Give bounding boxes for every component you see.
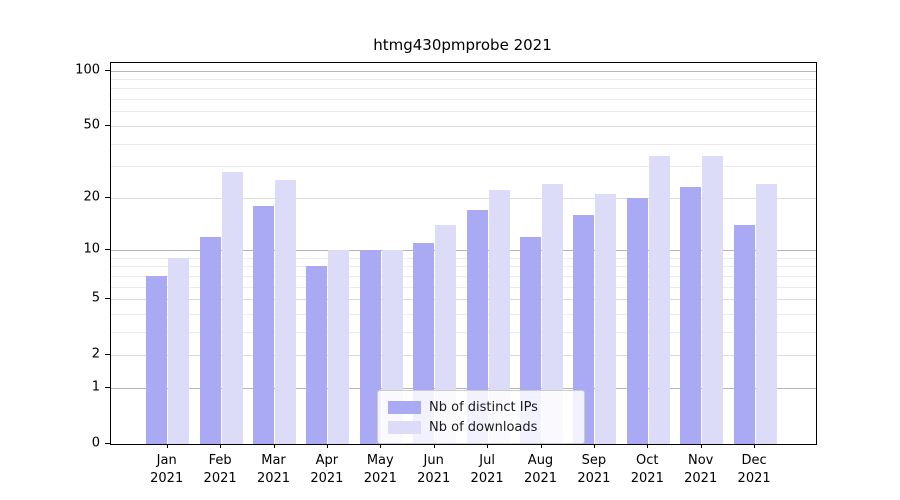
gridline-minor bbox=[111, 313, 816, 315]
legend-swatch-distinct-ips bbox=[388, 400, 421, 414]
x-tick-mark bbox=[433, 444, 435, 448]
bar-distinct-ips-may bbox=[359, 250, 381, 444]
bar-distinct-ips-jul bbox=[466, 210, 488, 444]
bar-downloads-apr bbox=[328, 250, 350, 444]
gridline-minor bbox=[111, 111, 816, 113]
y-tick-label: 2 bbox=[91, 346, 100, 362]
x-tick-label: Oct 2021 bbox=[630, 453, 664, 486]
legend-swatch-downloads bbox=[388, 420, 421, 434]
gridline-mid bbox=[111, 299, 816, 301]
chart-title: htmg430pmprobe 2021 bbox=[373, 36, 552, 54]
bar-distinct-ips-dec bbox=[733, 224, 755, 444]
gridline-mid bbox=[111, 125, 816, 127]
gridline-minor bbox=[111, 79, 816, 81]
x-tick-mark bbox=[166, 444, 168, 448]
legend-label-distinct-ips: Nb of distinct IPs bbox=[429, 399, 538, 415]
x-tick-mark bbox=[380, 444, 382, 448]
bar-distinct-ips-mar bbox=[253, 205, 274, 444]
legend-item-downloads: Nb of downloads bbox=[388, 417, 574, 437]
bar-downloads-jul bbox=[488, 190, 510, 444]
x-tick-label: Dec 2021 bbox=[737, 453, 771, 486]
gridline-mid bbox=[111, 355, 816, 357]
x-tick-mark bbox=[700, 444, 702, 448]
bar-downloads-mar bbox=[275, 180, 296, 444]
x-tick-mark bbox=[754, 444, 756, 448]
bar-distinct-ips-sep bbox=[573, 214, 595, 444]
gridline-mid bbox=[111, 197, 816, 199]
gridline-major bbox=[111, 250, 816, 251]
bar-distinct-ips-feb bbox=[199, 236, 221, 444]
legend-item-distinct-ips: Nb of distinct IPs bbox=[388, 397, 574, 417]
y-tick-mark bbox=[105, 386, 110, 388]
bar-downloads-jan bbox=[168, 257, 190, 444]
x-tick-mark bbox=[487, 444, 489, 448]
bar-distinct-ips-apr bbox=[306, 266, 328, 444]
bar-distinct-ips-oct bbox=[626, 197, 648, 444]
gridline-major bbox=[111, 387, 816, 389]
gridline-major bbox=[111, 70, 816, 72]
y-tick-mark bbox=[105, 69, 110, 71]
y-tick-label: 10 bbox=[83, 241, 100, 257]
x-tick-label: Jan 2021 bbox=[150, 453, 184, 486]
bar-downloads-jun bbox=[435, 224, 457, 444]
y-tick-mark bbox=[105, 354, 110, 356]
y-tick-label: 100 bbox=[75, 62, 100, 78]
y-tick-mark bbox=[105, 298, 110, 300]
y-tick-mark bbox=[105, 196, 110, 198]
x-tick-label: Mar 2021 bbox=[256, 453, 291, 486]
x-tick-label: Sep 2021 bbox=[577, 453, 611, 486]
gridline-minor bbox=[111, 99, 816, 101]
bar-downloads-aug bbox=[542, 183, 563, 444]
y-tick-label: 50 bbox=[83, 117, 100, 133]
x-tick-mark bbox=[647, 444, 649, 448]
y-tick-label: 5 bbox=[91, 290, 100, 306]
x-tick-label: Nov 2021 bbox=[684, 453, 718, 486]
gridline-minor bbox=[111, 257, 816, 259]
gridline-minor bbox=[111, 166, 816, 168]
x-tick-label: Jul 2021 bbox=[470, 453, 504, 486]
gridline-minor bbox=[111, 331, 816, 333]
bar-distinct-ips-jan bbox=[146, 275, 168, 444]
bar-downloads-dec bbox=[755, 183, 777, 444]
gridline-minor bbox=[111, 143, 816, 145]
x-tick-label: May 2021 bbox=[363, 453, 397, 486]
gridline-minor bbox=[111, 275, 816, 277]
x-tick-mark bbox=[593, 444, 595, 448]
y-tick-label: 1 bbox=[91, 379, 100, 395]
gridline-minor bbox=[111, 88, 816, 90]
legend-label-downloads: Nb of downloads bbox=[429, 419, 538, 435]
legend: Nb of distinct IPs Nb of downloads bbox=[377, 390, 585, 444]
y-tick-mark bbox=[105, 124, 110, 126]
y-tick-label: 0 bbox=[91, 435, 100, 451]
gridline-minor bbox=[111, 266, 816, 268]
x-tick-mark bbox=[326, 444, 328, 448]
x-tick-mark bbox=[273, 444, 275, 448]
x-tick-label: Apr 2021 bbox=[310, 453, 344, 486]
x-tick-label: Feb 2021 bbox=[203, 453, 237, 486]
bar-downloads-sep bbox=[595, 193, 617, 444]
y-tick-mark bbox=[105, 443, 110, 444]
gridline-minor bbox=[111, 286, 816, 288]
x-tick-label: Jun 2021 bbox=[417, 453, 451, 486]
y-tick-mark bbox=[105, 249, 110, 250]
x-tick-mark bbox=[220, 444, 222, 448]
bar-downloads-oct bbox=[648, 156, 670, 444]
plot-area bbox=[110, 62, 817, 445]
x-tick-mark bbox=[540, 444, 542, 448]
bar-distinct-ips-nov bbox=[680, 186, 702, 444]
y-tick-label: 20 bbox=[83, 189, 100, 205]
bar-downloads-nov bbox=[702, 156, 724, 444]
x-tick-label: Aug 2021 bbox=[523, 453, 558, 486]
bar-downloads-feb bbox=[221, 171, 243, 444]
